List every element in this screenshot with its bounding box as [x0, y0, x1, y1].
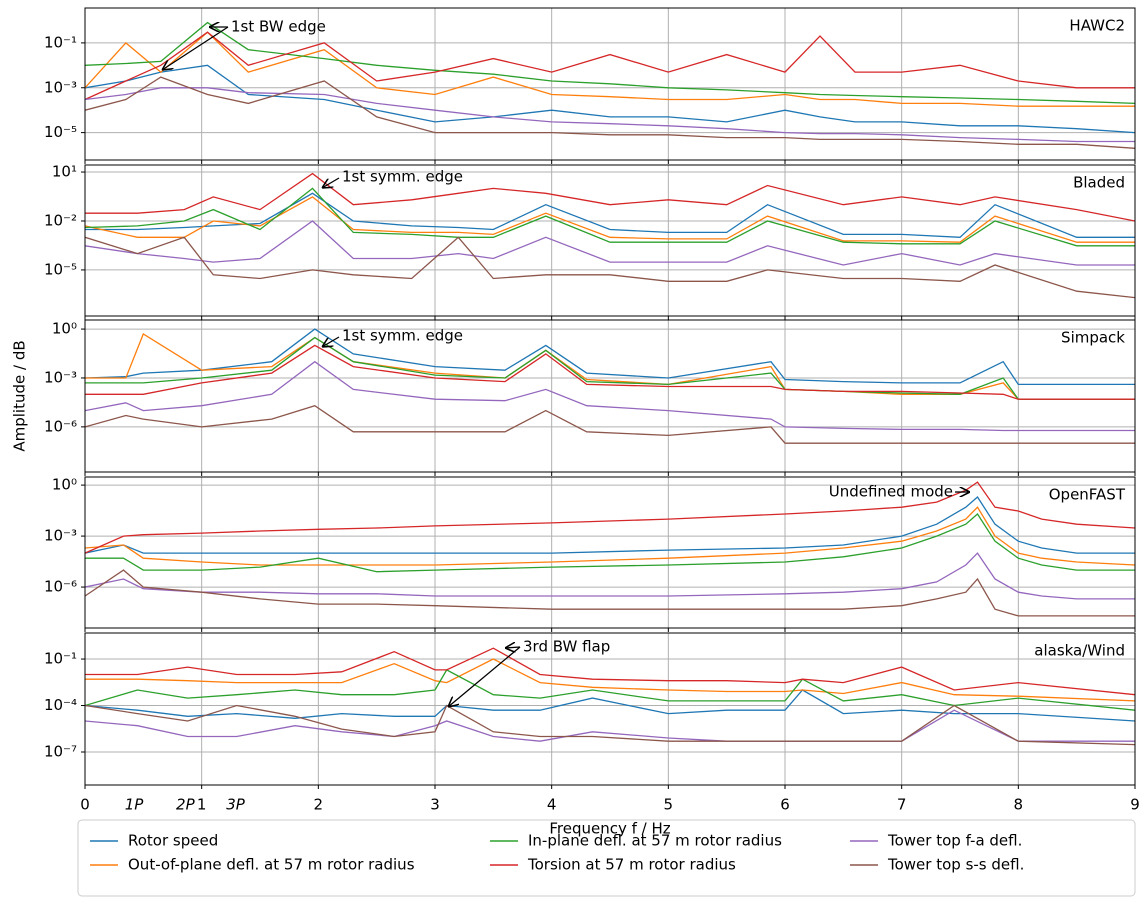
series-line	[85, 187, 1135, 247]
series-line	[85, 404, 1135, 444]
series-line	[85, 647, 1135, 696]
y-tick-label: 10⁻⁵	[44, 123, 77, 141]
panel-title: alaska/Wind	[1034, 642, 1125, 660]
series-line	[85, 64, 1135, 134]
y-tick-label: 10⁻⁵	[44, 260, 77, 278]
panel-title: Simpack	[1061, 329, 1125, 347]
y-tick-label: 10⁻⁶	[44, 417, 77, 435]
legend-label: In-plane defl. at 57 m rotor radius	[528, 832, 782, 850]
harmonic-label: 2P	[176, 796, 196, 814]
x-tick-label: 0	[80, 796, 90, 814]
series-line	[85, 569, 1135, 617]
y-tick-label: 10¹	[52, 163, 77, 181]
legend-label: Out-of-plane defl. at 57 m rotor radius	[128, 856, 415, 874]
annotation: 3rd BW flap	[523, 638, 610, 656]
series-line	[85, 704, 1135, 746]
series-line	[85, 192, 1135, 238]
legend-box	[77, 819, 1136, 897]
series-line	[85, 236, 1135, 299]
series-line	[85, 31, 1135, 107]
harmonic-label: 1P	[125, 796, 145, 814]
legend-label: Torsion at 57 m rotor radius	[527, 856, 736, 874]
y-tick-label: 10⁻⁴	[44, 696, 77, 714]
x-tick-label: 2	[314, 796, 324, 814]
y-tick-label: 10⁻³	[44, 368, 77, 386]
x-tick-label: 8	[1014, 796, 1024, 814]
series-line	[85, 360, 1135, 432]
x-tick-label: 1	[197, 796, 207, 814]
y-axis-label: Amplitude / dB	[11, 340, 29, 451]
legend-label: Rotor speed	[128, 832, 218, 850]
series-line	[85, 220, 1135, 266]
annotation: 1st BW edge	[231, 18, 326, 36]
series-line	[85, 31, 1135, 101]
series-line	[85, 344, 1135, 400]
series-line	[85, 76, 1135, 149]
annotation: 1st symm. edge	[342, 168, 463, 186]
panel-title: HAWC2	[1069, 17, 1125, 35]
series-line	[85, 333, 1135, 400]
series-line	[85, 552, 1135, 600]
y-tick-label: 10⁻¹	[44, 650, 77, 668]
y-tick-label: 10⁻¹	[44, 33, 77, 51]
annotation-arrow	[322, 336, 340, 347]
plot-frame	[84, 319, 1136, 473]
series-line	[85, 87, 1135, 143]
x-tick-label: 3	[430, 796, 440, 814]
y-tick-label: 10⁻²	[44, 211, 77, 229]
series-line	[85, 669, 1135, 711]
plot-frame	[84, 164, 1136, 317]
series-line	[85, 709, 1135, 742]
annotation-arrow	[162, 26, 229, 70]
series-line	[85, 336, 1135, 400]
annotation-arrow	[505, 647, 521, 648]
x-tick-label: 9	[1130, 796, 1140, 814]
panel-title: Bladed	[1073, 174, 1125, 192]
y-tick-label: 10⁻⁷	[44, 742, 77, 760]
plot-frame	[84, 476, 1136, 629]
legend-label: Tower top s-s defl.	[887, 856, 1024, 874]
harmonic-label: 3P	[226, 796, 246, 814]
x-tick-label: 5	[664, 796, 674, 814]
y-tick-label: 10⁰	[52, 320, 77, 338]
series-line	[85, 481, 1135, 554]
x-tick-label: 6	[780, 796, 790, 814]
annotation: 1st symm. edge	[342, 327, 463, 345]
x-tick-label: 4	[547, 796, 557, 814]
series-line	[85, 506, 1135, 566]
x-axis-label: Frequency f / Hz	[549, 820, 670, 838]
y-tick-label: 10⁰	[52, 476, 77, 494]
x-tick-label: 7	[897, 796, 907, 814]
plot-frame	[84, 7, 1136, 161]
legend-label: Tower top f-a defl.	[887, 832, 1022, 850]
y-tick-label: 10⁻³	[44, 527, 77, 545]
annotation: Undefined mode	[829, 483, 953, 501]
annotation-arrow	[448, 646, 521, 707]
plot-frame	[84, 632, 1136, 786]
panel-title: OpenFAST	[1049, 486, 1126, 504]
series-line	[85, 689, 1135, 722]
y-tick-label: 10⁻⁶	[44, 578, 77, 596]
series-line	[85, 658, 1135, 702]
series-line	[85, 496, 1135, 554]
series-line	[85, 328, 1135, 386]
y-tick-label: 10⁻³	[44, 78, 77, 96]
annotation-arrow	[322, 177, 340, 188]
series-line	[85, 513, 1135, 573]
series-line	[85, 172, 1135, 222]
series-line	[85, 196, 1135, 243]
